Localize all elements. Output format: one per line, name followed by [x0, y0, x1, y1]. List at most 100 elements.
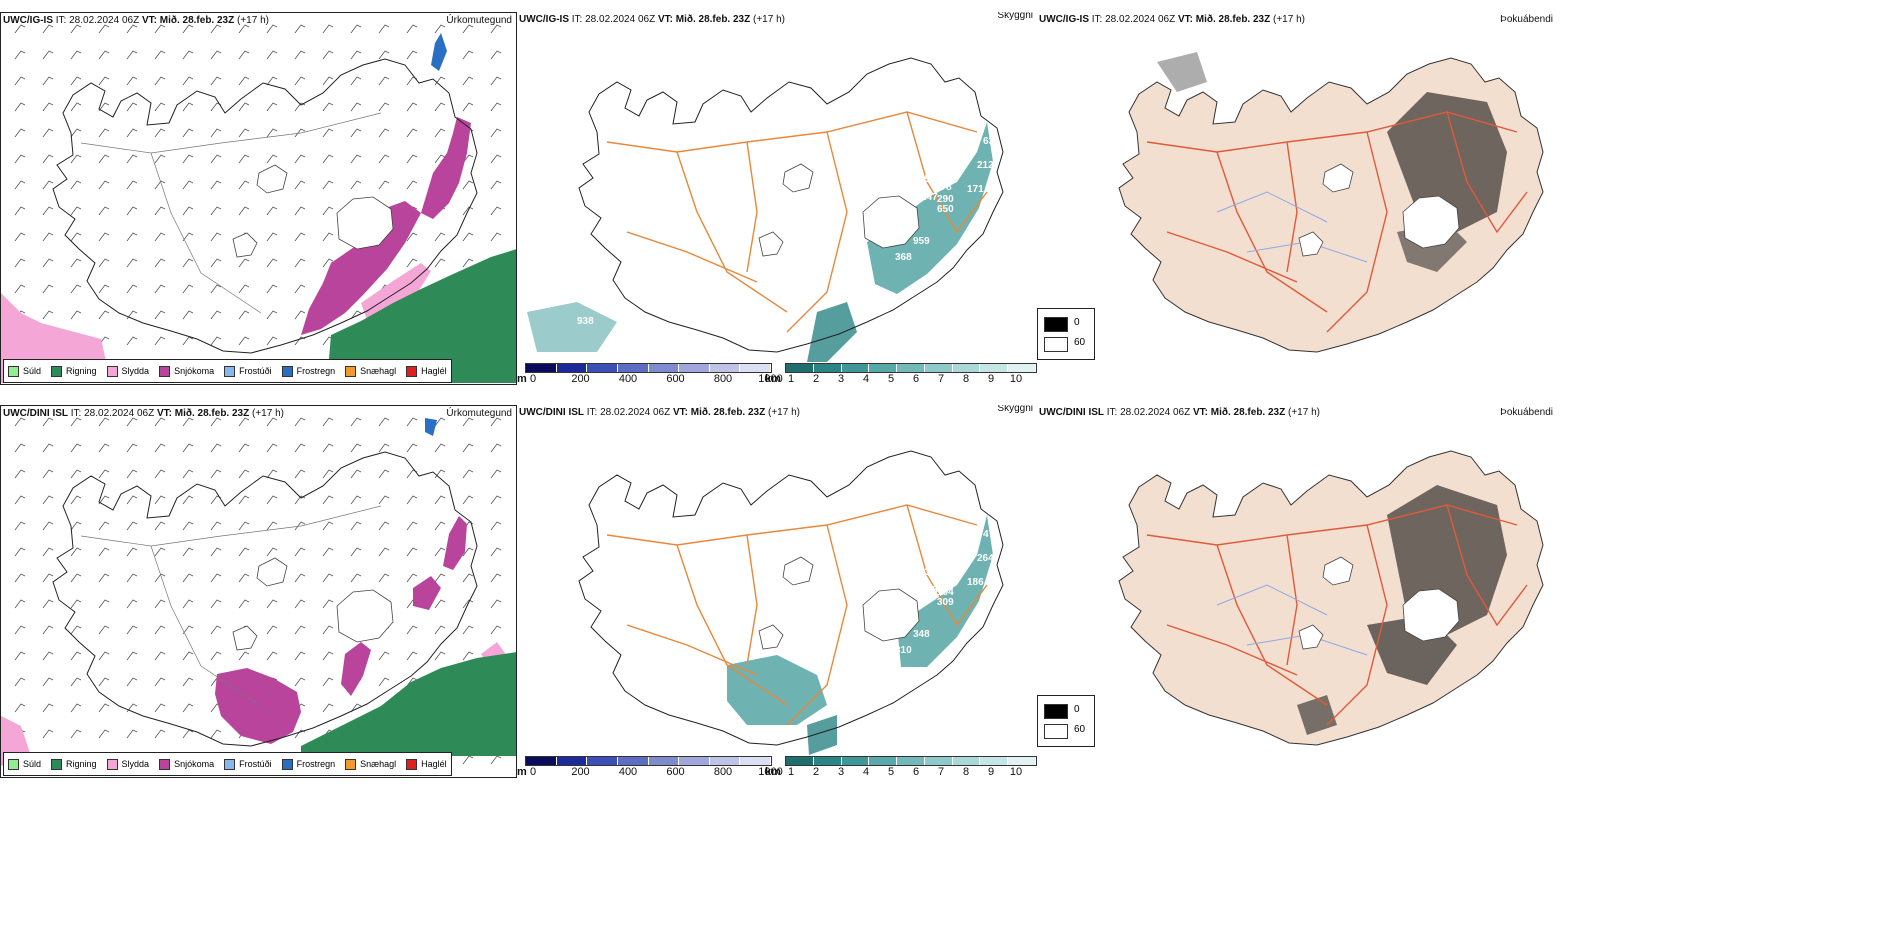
snow-depth-label: 205: [921, 585, 938, 596]
colorbar-tick: 1: [787, 373, 795, 385]
legend-item: Súld: [8, 758, 41, 770]
frostrain-area: [425, 418, 437, 436]
snow-depth-label: 290: [937, 194, 954, 205]
legend-item: Frostúði: [224, 758, 272, 770]
panel-name: Úrkomutegund: [446, 408, 512, 419]
colorbar-tick: 1: [787, 766, 795, 778]
legend-item: Slydda: [106, 365, 149, 377]
colorbar-tick: 200: [571, 766, 590, 778]
panel-name: Úrkomutegund: [446, 15, 512, 26]
colorbar-tick: 9: [987, 373, 995, 385]
legend-swatch: [106, 758, 118, 770]
snow-depth-label: 247: [921, 192, 938, 203]
legend-item: Súld: [8, 365, 41, 377]
legend-item: Frostregn: [281, 758, 335, 770]
snow-depth-label: 159: [919, 174, 936, 185]
legend-item: Haglél: [406, 365, 447, 377]
snow-depth-label: 194: [937, 587, 954, 598]
coastline: [52, 451, 478, 747]
legend-swatch: [281, 758, 293, 770]
low-visibility-area: [727, 655, 827, 725]
road-network: [606, 111, 988, 333]
panel-title: UWC/DINI ISL IT: 28.02.2024 06Z VT: Mið.…: [3, 408, 284, 419]
coastline: [52, 58, 478, 354]
colorbar-unit: km: [765, 766, 781, 778]
snow-area: [443, 516, 467, 570]
legend-item: Frostregn: [281, 365, 335, 377]
legend-swatch: [51, 758, 63, 770]
snow-depth-label: 212: [977, 160, 994, 171]
colorbar-swatches: [525, 756, 772, 766]
legend-swatch: [345, 365, 357, 377]
snow-depth-label: 650: [937, 204, 954, 215]
road-network: [1146, 111, 1528, 333]
snow-depth-label: 171: [967, 184, 984, 195]
snow-depth-label: 959: [913, 236, 930, 247]
iceland-map: [1, 24, 516, 383]
colorbar-tick: 600: [666, 766, 685, 778]
snow-depth-label: 63: [983, 136, 995, 147]
colorbar-tick: 8: [962, 766, 970, 778]
snow-area: [301, 201, 421, 335]
precip-legend: Súld Rigning Slydda Snjókoma Frostúði Frostre…: [3, 359, 452, 383]
colorbar-tick: 7: [937, 373, 945, 385]
iceland-map: [1118, 450, 1544, 746]
visibility-panel: UWC/DINI ISL IT: 28.02.2024 06Z VT: Mið.…: [517, 405, 1037, 778]
colorbar-tick: 600: [666, 373, 685, 385]
legend-item: Frostúði: [224, 365, 272, 377]
frostrain-area: [431, 33, 447, 71]
snow-depth-label: 36: [987, 505, 999, 516]
colorbar-tick: 3: [837, 373, 845, 385]
colorbar-swatches: [525, 363, 772, 373]
legend-swatch: [1044, 724, 1068, 739]
panel-name: Skyggni: [997, 405, 1033, 414]
legend-swatch: [106, 365, 118, 377]
panel-title: UWC/DINI ISL IT: 28.02.2024 06Z VT: Mið.…: [1039, 407, 1320, 418]
colorbar-unit: km: [765, 373, 781, 385]
legend-swatch: [224, 758, 236, 770]
legend-swatch: [159, 758, 171, 770]
snow-area: [421, 117, 471, 219]
legend-swatch: [345, 758, 357, 770]
legend-item: Rigning: [51, 365, 97, 377]
legend-swatch: [51, 365, 63, 377]
snow-depth-label: 368: [895, 252, 912, 263]
legend-item: Snjókoma: [159, 758, 214, 770]
legend-swatch: [1044, 337, 1068, 352]
snow-depth-label: 47: [983, 529, 995, 540]
panel-title: UWC/IG-IS IT: 28.02.2024 06Z VT: Mið. 28…: [519, 14, 785, 25]
colorbar-tick: 4: [862, 766, 870, 778]
snow-depth-label: 121: [987, 112, 1004, 123]
coastline: [578, 57, 1004, 353]
visibility-panel: UWC/IG-IS IT: 28.02.2024 06Z VT: Mið. 28…: [517, 12, 1037, 385]
legend-item: Slydda: [106, 758, 149, 770]
snow-area: [215, 668, 301, 744]
snow-depth-label: 81: [1017, 144, 1029, 155]
legend-item: Snjókoma: [159, 365, 214, 377]
colorbar-unit: m: [517, 766, 527, 778]
precip-type-panel: UWC/IG-IS IT: 28.02.2024 06Z VT: Mið. 28…: [0, 12, 517, 385]
legend-swatch: [159, 365, 171, 377]
snow-area: [413, 576, 441, 610]
snow-depth-label: 348: [913, 629, 930, 640]
snow-area: [341, 642, 371, 696]
colorbar-tick: 0: [529, 373, 537, 385]
coastline: [578, 450, 1004, 746]
colorbar-tick: 400: [618, 373, 638, 385]
fog-area: [1387, 92, 1507, 232]
colorbar-swatches: [785, 756, 1037, 766]
low-visibility-area: [807, 302, 857, 362]
colorbar-tick: 6: [912, 766, 920, 778]
legend-swatch: [1044, 317, 1068, 332]
colorbar-tick: 5: [887, 766, 895, 778]
colorbar-tick: 2: [812, 373, 820, 385]
colorbar-tick: 7: [937, 766, 945, 778]
legend-item: Rigning: [51, 758, 97, 770]
colorbar-tick: 800: [713, 766, 733, 778]
colorbar-tick: 8: [962, 373, 970, 385]
fog-panel: UWC/DINI ISL IT: 28.02.2024 06Z VT: Mið.…: [1037, 405, 1555, 778]
